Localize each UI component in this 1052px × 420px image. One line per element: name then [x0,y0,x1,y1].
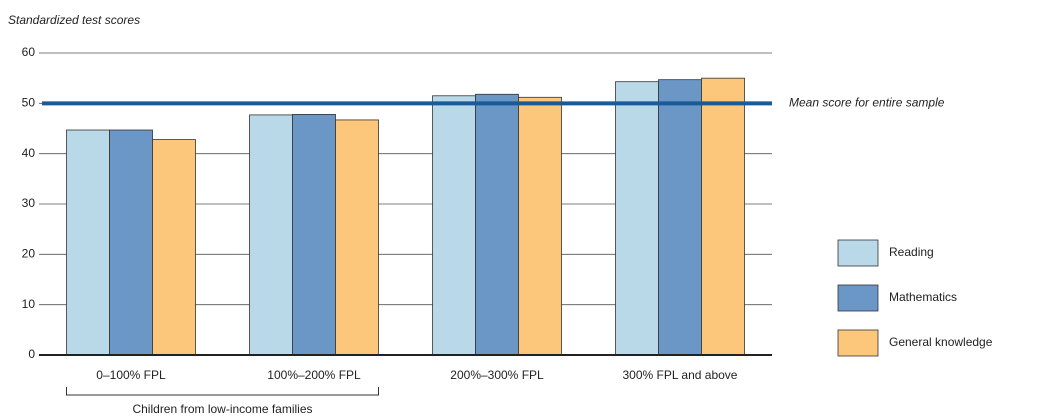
bar [292,114,336,356]
bar [615,81,659,356]
y-tick-label: 0 [28,347,35,361]
y-tick-label: 60 [22,45,36,59]
bar [109,129,153,356]
bar [335,119,379,356]
bracket [66,387,379,396]
y-tick-label: 20 [22,247,36,261]
x-tick-label: 200%–300% FPL [450,368,544,382]
legend-swatch [837,329,879,357]
bar [432,95,476,356]
y-tick-label: 10 [22,297,36,311]
x-tick-label: 0–100% FPL [96,368,166,382]
y-tick-label: 50 [22,96,36,110]
legend-swatch [837,239,879,267]
legend-label: General knowledge [889,335,993,349]
reference-label: Mean score for entire sample [789,96,945,110]
bar [66,129,110,356]
bar [701,77,745,356]
bar [518,96,562,356]
y-tick-label: 30 [22,196,36,210]
bar [249,114,293,356]
bracket-label: Children from low-income families [132,402,312,416]
y-axis-title: Standardized test scores [8,13,140,27]
bar [475,93,519,356]
bar [152,139,196,356]
legend-label: Reading [889,245,934,259]
x-tick-label: 100%–200% FPL [267,368,361,382]
bar [658,79,702,356]
legend-label: Mathematics [889,290,957,304]
x-tick-label: 300% FPL and above [623,368,738,382]
legend-swatch [837,284,879,312]
y-tick-label: 40 [22,146,36,160]
